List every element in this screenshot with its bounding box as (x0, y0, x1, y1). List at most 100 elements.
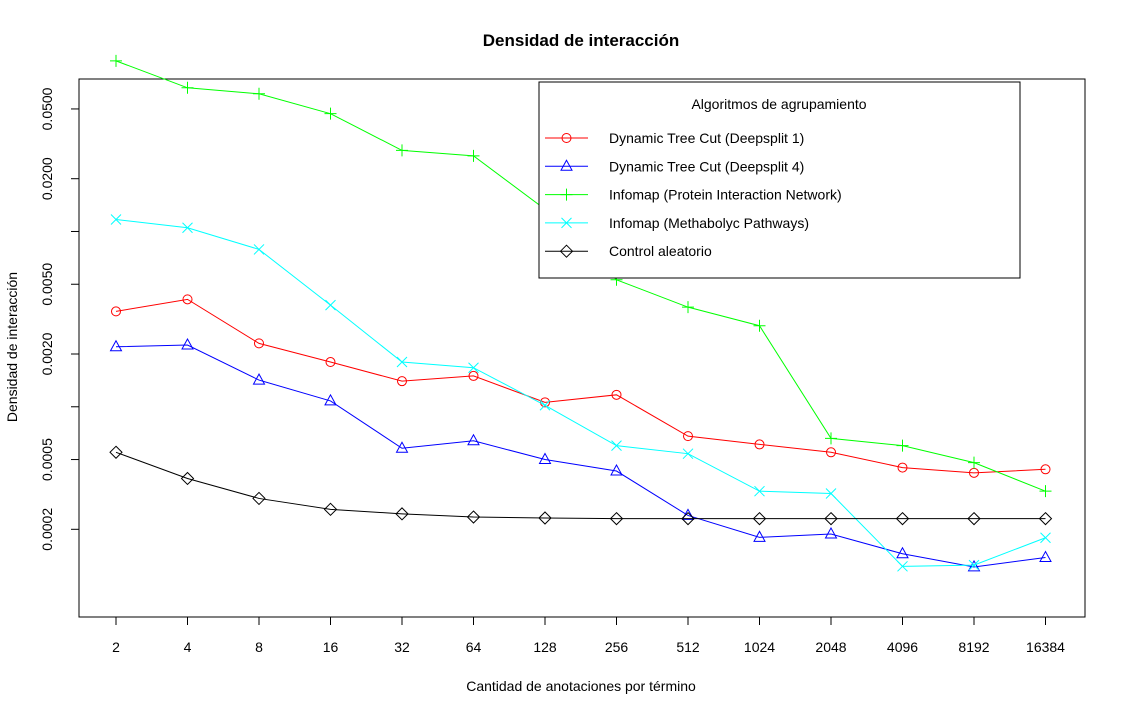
data-point (252, 373, 266, 385)
data-point (968, 456, 980, 469)
data-point (967, 559, 981, 572)
data-point (611, 440, 622, 452)
data-point (1039, 485, 1052, 498)
data-point (324, 393, 337, 406)
legend-title: Algoritmos de agrupamiento (691, 96, 866, 112)
data-point (681, 511, 695, 526)
data-point (111, 306, 121, 317)
data-point (897, 560, 908, 572)
legend-label: Control aleatorio (609, 243, 712, 259)
data-point (467, 149, 480, 162)
data-point (1038, 511, 1053, 526)
x-tick-label: 16384 (1026, 639, 1065, 655)
x-axis: 2 4 8 16 32 64 128 256 512 1024 2048 4096 8192 16384 (112, 616, 1065, 655)
data-point (182, 294, 193, 305)
series-line (115, 219, 1046, 567)
x-tick-label: 2 (112, 639, 120, 655)
x-tick-label: 8192 (958, 639, 989, 655)
data-point (753, 319, 766, 332)
data-point (182, 222, 193, 234)
data-point (896, 439, 909, 452)
series-0 (111, 294, 1051, 478)
data-point (897, 462, 908, 473)
x-tick-label: 32 (394, 639, 410, 655)
data-point (754, 439, 765, 450)
data-point (1039, 550, 1052, 563)
data-point (967, 511, 981, 526)
series-line (115, 451, 1046, 520)
data-point (895, 511, 910, 526)
data-point (682, 448, 694, 460)
data-point (397, 376, 407, 387)
data-point (539, 399, 551, 411)
x-tick-label: 512 (676, 639, 700, 655)
legend-items: Dynamic Tree Cut (Deepsplit 1) Dynamic Tr… (545, 130, 842, 259)
data-point (753, 530, 766, 542)
data-point (752, 511, 767, 526)
x-tick-label: 16 (323, 639, 339, 655)
legend-marker (561, 133, 572, 143)
data-point (825, 432, 837, 445)
y-tick-label: 0.0500 (39, 87, 55, 130)
y-tick-label: 0.0002 (39, 508, 55, 551)
data-point (682, 301, 694, 314)
legend-item: Dynamic Tree Cut (Deepsplit 1) (545, 130, 804, 146)
legend-label: Dynamic Tree Cut (Deepsplit 4) (609, 158, 804, 174)
legend-marker (560, 188, 573, 201)
series-line (115, 298, 1046, 474)
data-point (824, 526, 838, 539)
series-4 (109, 445, 1053, 526)
data-point (896, 546, 909, 559)
data-point (1040, 464, 1051, 475)
data-point (825, 488, 837, 499)
data-point (395, 441, 409, 453)
y-tick-label: 0.0005 (39, 438, 55, 481)
y-axis: 0.0002 0.0005 0.0020 0.0050 0.0200 0.0500 (39, 87, 80, 551)
x-tick-label: 8 (255, 639, 263, 655)
legend-box (538, 81, 1021, 279)
series-3 (110, 214, 1051, 572)
legend-label: Dynamic Tree Cut (Deepsplit 1) (609, 130, 804, 146)
data-point (110, 54, 122, 67)
data-point (323, 502, 338, 517)
series-1 (109, 337, 1052, 572)
y-axis-label: Densidad de interacción (4, 272, 20, 422)
data-point (466, 510, 481, 524)
data-point (181, 337, 194, 350)
legend-marker (559, 244, 574, 258)
data-point (1040, 532, 1051, 544)
x-tick-label: 2048 (815, 639, 846, 655)
chart-title: Densidad de interacción (483, 31, 680, 50)
y-tick-label: 0.0050 (39, 263, 55, 306)
data-point (396, 144, 408, 157)
legend-marker (561, 217, 572, 229)
x-tick-label: 256 (605, 639, 629, 655)
legend-item: Infomap (Protein Interaction Network) (545, 187, 842, 203)
x-tick-label: 64 (466, 639, 482, 655)
data-point (324, 107, 337, 120)
data-point (681, 508, 695, 520)
data-point (610, 463, 623, 476)
data-point (824, 511, 838, 526)
data-point (110, 214, 122, 225)
data-point (253, 244, 265, 255)
legend-label: Infomap (Protein Interaction Network) (609, 187, 842, 203)
data-point (109, 445, 123, 459)
x-tick-label: 1024 (744, 639, 775, 655)
data-point (609, 511, 624, 526)
data-point (109, 339, 123, 352)
x-tick-label: 4096 (887, 639, 918, 655)
data-point (467, 433, 480, 446)
series-line (115, 344, 1046, 568)
y-tick-label: 0.0200 (39, 157, 55, 200)
data-point (968, 559, 980, 571)
data-point (396, 356, 408, 368)
data-point (325, 357, 336, 368)
legend-marker (560, 159, 573, 171)
legend-item: Infomap (Methabolyc Pathways) (545, 215, 809, 231)
y-tick-label: 0.0020 (39, 332, 55, 375)
x-tick-label: 4 (184, 639, 192, 655)
legend-item: Control aleatorio (545, 243, 712, 259)
data-point (325, 299, 336, 311)
